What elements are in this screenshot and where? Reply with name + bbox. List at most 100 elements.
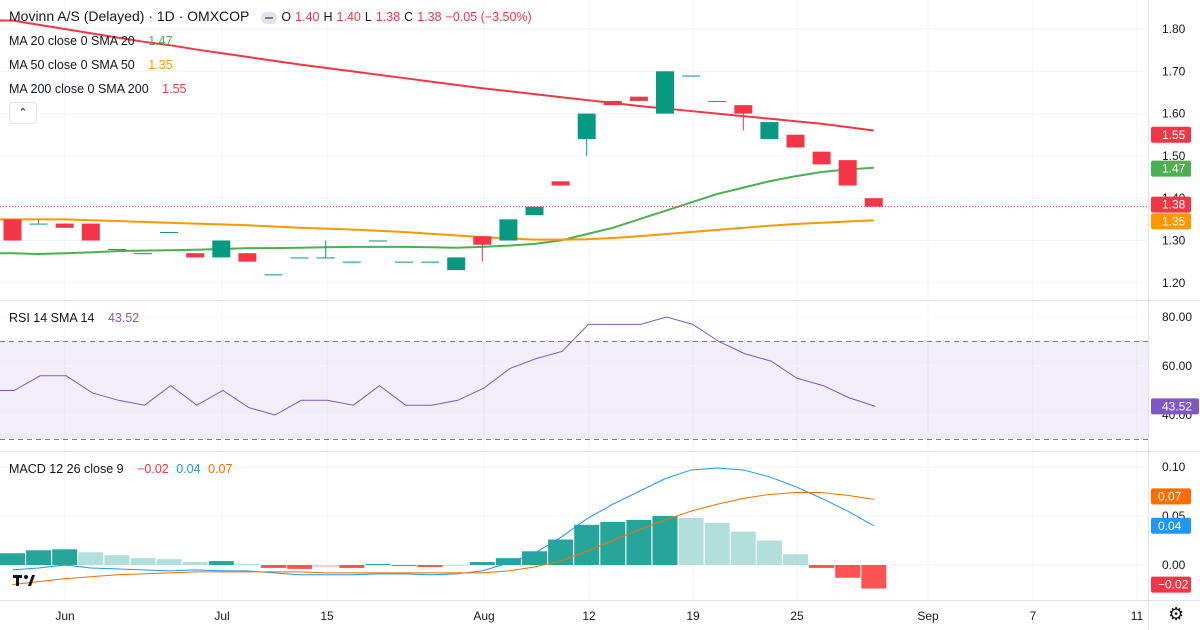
macd-histogram-bar [443, 565, 469, 566]
gear-icon[interactable]: ⚙ [1168, 604, 1185, 624]
candle-body [812, 151, 831, 165]
candle-body [368, 240, 387, 242]
rsi-value: 43.52 [107, 311, 140, 325]
macd-histogram-bar [652, 516, 678, 565]
macd-histogram-bar [365, 564, 391, 566]
macd-value-badge-text: −0.02 [1158, 578, 1189, 592]
macd-tick-label: 0.10 [1162, 460, 1186, 474]
macd-histogram-bar [678, 517, 704, 565]
macd-histogram-bar [809, 565, 835, 568]
more-options-icon[interactable] [261, 11, 278, 24]
candle-body [525, 206, 544, 216]
macd-histogram-bar [313, 565, 339, 567]
candle-body [786, 134, 805, 148]
candle-body [760, 122, 779, 139]
rsi-band [0, 341, 1148, 440]
macd-hist-value: −0.02 [137, 462, 169, 476]
macd-value-badge [1151, 517, 1191, 534]
macd-histogram-bar [704, 522, 730, 565]
rsi-value-badge-text: 43.52 [1162, 399, 1192, 413]
macd-histogram-bar [156, 559, 182, 565]
price-axis-badge [1151, 213, 1191, 230]
chevron-up-icon[interactable]: ⌃ [9, 102, 37, 124]
macd-signal-value: 0.07 [208, 462, 233, 476]
candle-body [3, 219, 22, 241]
macd-histogram-bar [783, 554, 808, 565]
macd-histogram-bar [182, 562, 208, 565]
macd-line-value: 0.04 [176, 462, 201, 476]
macd-histogram-bar [391, 565, 417, 566]
macd-histogram-bar [234, 564, 260, 566]
macd-histogram-bar [208, 561, 234, 565]
candle-body [499, 219, 518, 241]
rsi-tick-label: 60.00 [1162, 359, 1192, 373]
price-axis-badge-text: 1.47 [1162, 162, 1186, 176]
macd-histogram-bar [574, 524, 600, 565]
price-axis-badge [1151, 160, 1191, 177]
candle-body [421, 261, 440, 263]
candle-body [603, 100, 622, 106]
candle-body [447, 257, 466, 271]
candle-body [577, 113, 596, 139]
ohlc-close-label: C [404, 10, 414, 24]
symbol-title[interactable]: Movinn A/S (Delayed) · 1D · OMXCOP [9, 8, 250, 24]
tradingview-logo[interactable] [10, 570, 40, 592]
ma50-value: 1.35 [148, 58, 173, 72]
macd-histogram-bar [417, 565, 443, 567]
candle-body [186, 253, 205, 258]
candle-body [316, 257, 335, 259]
macd-histogram-bar [469, 562, 495, 565]
ma200-value: 1.55 [162, 82, 187, 96]
macd-tick-label: 0.00 [1162, 558, 1186, 572]
ma50-legend[interactable]: MA 50 close 0 SMA 50 1.35 [9, 58, 177, 72]
price-axis-badge-text: 1.38 [1162, 198, 1186, 212]
rsi-line [0, 316, 876, 416]
symbol-legend: Movinn A/S (Delayed) · 1D · OMXCOP O 1.40 H… [9, 8, 536, 24]
ma-line [0, 19, 874, 132]
ma20-legend[interactable]: MA 20 close 0 SMA 20 1.47 [9, 34, 177, 48]
rsi-legend[interactable]: RSI 14 SMA 14 43.52 [9, 311, 143, 325]
price-axis-badge [1151, 196, 1191, 213]
price-change: −0.05 (−3.50%) [445, 10, 532, 24]
candle-body [551, 181, 570, 186]
x-tick-label: Aug [473, 609, 494, 623]
ohlc-open-label: O [281, 10, 292, 24]
candle-body [81, 223, 100, 241]
price-tick-label: 1.50 [1162, 149, 1186, 163]
candle-body [473, 236, 492, 245]
macd-value-badge [1151, 488, 1191, 505]
ma200-legend[interactable]: MA 200 close 0 SMA 200 1.55 [9, 82, 191, 96]
macd-value-badge [1151, 576, 1191, 593]
macd-histogram-bar [0, 553, 25, 565]
x-tick-label: 15 [320, 609, 334, 623]
ma-line [0, 166, 874, 256]
macd-histogram-bar [626, 519, 652, 565]
candle-body [682, 75, 701, 77]
candle-body [29, 223, 48, 225]
macd-histogram-bar [835, 565, 861, 578]
candle-body [160, 232, 179, 234]
ohlc-low-value: 1.38 [375, 10, 401, 24]
candle-body [342, 261, 361, 263]
macd-histogram-bar [26, 550, 52, 565]
macd-histogram-bar [339, 565, 365, 568]
candle-body [656, 71, 674, 114]
ohlc-low-label: L [364, 10, 372, 24]
price-tick-label: 1.20 [1162, 276, 1186, 290]
rsi-label: RSI 14 SMA 14 [9, 311, 95, 325]
candle-body [264, 274, 283, 276]
x-tick-label: Jun [55, 609, 74, 623]
macd-value-badge-text: 0.04 [1158, 519, 1182, 533]
macd-histogram-bar [287, 565, 313, 569]
ma200-label: MA 200 close 0 SMA 200 [9, 82, 149, 96]
candle-body [107, 248, 126, 250]
candle-body [55, 223, 74, 228]
price-axis-badge [1151, 126, 1191, 143]
macd-legend[interactable]: MACD 12 26 close 9 −0.02 0.04 0.07 [9, 462, 236, 476]
macd-histogram-bar [600, 521, 626, 565]
macd-histogram-bar [861, 565, 887, 589]
ma20-value: 1.47 [148, 34, 173, 48]
candle-body [864, 198, 883, 207]
candle-body [212, 240, 231, 258]
